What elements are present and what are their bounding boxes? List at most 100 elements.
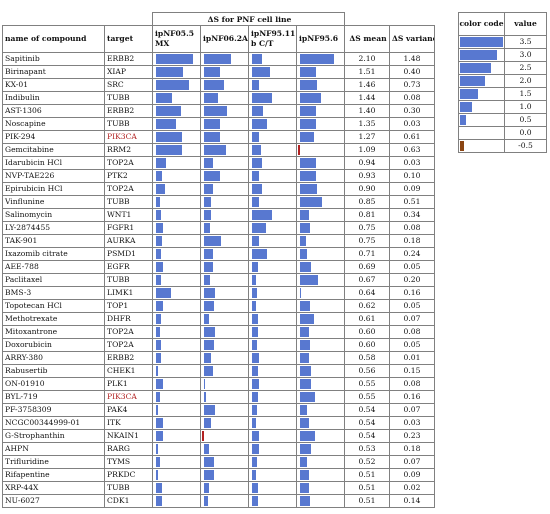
delta-s-bar-cell xyxy=(200,103,249,118)
delta-s-bar xyxy=(252,495,259,506)
table-row: Birinapant XIAP 1.51 0.40 xyxy=(2,64,435,79)
delta-s-variance: 0.30 xyxy=(389,103,435,118)
legend-value: 2.5 xyxy=(504,61,547,75)
delta-s-variance: 1.48 xyxy=(389,51,435,66)
compound-name: Doxorubicin xyxy=(2,337,105,352)
delta-s-bar xyxy=(156,53,193,64)
delta-s-bar xyxy=(300,313,314,324)
delta-s-bar xyxy=(204,209,212,220)
delta-s-bar-cell xyxy=(200,285,249,300)
delta-s-bar-cell xyxy=(248,467,297,482)
delta-s-bar xyxy=(252,404,257,415)
delta-s-variance: 0.23 xyxy=(389,428,435,443)
delta-s-bar xyxy=(252,313,259,324)
delta-s-bar-cell xyxy=(296,259,345,274)
delta-s-bar-cell xyxy=(200,129,249,144)
delta-s-bar xyxy=(156,430,164,441)
table-row: PIK-294 PIK3CA 1.27 0.61 xyxy=(2,129,435,144)
delta-s-bar-cell xyxy=(152,272,201,287)
delta-s-variance: 0.08 xyxy=(389,324,435,339)
delta-s-bar xyxy=(156,144,182,155)
target-gene: CHEK1 xyxy=(104,363,153,378)
target-gene: TYMS xyxy=(104,454,153,469)
delta-s-bar xyxy=(156,378,164,389)
delta-s-bar xyxy=(252,222,266,233)
delta-s-bar-cell xyxy=(296,311,345,326)
legend-swatch-cell xyxy=(458,61,505,75)
target-gene: FGFR1 xyxy=(104,220,153,235)
delta-s-variance: 0.08 xyxy=(389,376,435,391)
delta-s-mean: 1.44 xyxy=(344,90,390,105)
delta-s-bar xyxy=(252,144,261,155)
delta-s-bar-cell xyxy=(200,311,249,326)
delta-s-bar-cell xyxy=(248,181,297,196)
legend-swatch-cell xyxy=(458,100,505,114)
delta-s-bar-cell xyxy=(200,298,249,313)
delta-s-bar xyxy=(300,248,308,259)
delta-s-bar xyxy=(204,404,216,415)
delta-s-bar-cell xyxy=(152,376,201,391)
blank-cell xyxy=(345,13,390,26)
delta-s-bar xyxy=(204,144,227,155)
delta-s-bar-cell xyxy=(248,155,297,170)
delta-s-bar-cell xyxy=(248,441,297,456)
delta-s-bar xyxy=(156,274,161,285)
delta-s-bar-cell xyxy=(200,402,249,417)
value-header: value xyxy=(504,12,547,36)
legend-swatch-cell xyxy=(458,113,505,127)
table-row: Noscapine TUBB 1.35 0.03 xyxy=(2,116,435,131)
delta-s-bar xyxy=(204,391,207,402)
delta-s-variance: 0.07 xyxy=(389,402,435,417)
legend-row: 0.0 xyxy=(458,126,547,140)
legend-swatch-cell xyxy=(458,74,505,88)
delta-s-bar xyxy=(252,209,272,220)
delta-s-mean: 0.56 xyxy=(344,363,390,378)
delta-s-bar xyxy=(204,417,212,428)
delta-s-bar xyxy=(300,170,316,181)
delta-s-bar xyxy=(156,157,166,168)
target-gene: PTK2 xyxy=(104,168,153,183)
delta-s-bar-cell xyxy=(296,90,345,105)
delta-s-bar xyxy=(252,391,259,402)
delta-s-bar xyxy=(300,105,316,116)
legend-value: 3.5 xyxy=(504,35,547,49)
delta-s-bar xyxy=(156,339,161,350)
legend-swatch-bar xyxy=(460,50,497,60)
delta-s-bar xyxy=(300,53,335,64)
table-row: XRP-44X TUBB 0.51 0.02 xyxy=(2,480,435,495)
delta-s-bar xyxy=(252,430,260,441)
compound-name: PF-3758309 xyxy=(2,402,105,417)
delta-s-bar xyxy=(252,170,260,181)
delta-s-variance: 0.07 xyxy=(389,311,435,326)
delta-s-bar xyxy=(252,378,260,389)
mean-header: ΔS mean xyxy=(344,24,390,53)
delta-s-bar-cell xyxy=(248,194,297,209)
cell-line-header: ipNF95.6 xyxy=(296,24,345,53)
delta-s-bar xyxy=(156,66,184,77)
delta-s-bar-cell xyxy=(248,402,297,417)
delta-s-bar-cell xyxy=(200,142,249,157)
legend-swatch-bar xyxy=(460,115,467,125)
delta-s-bar xyxy=(252,417,256,428)
delta-s-bar xyxy=(204,118,220,129)
delta-s-bar-cell xyxy=(152,103,201,118)
delta-s-bar-cell xyxy=(248,311,297,326)
delta-s-bar-cell xyxy=(200,90,249,105)
legend-value: 2.0 xyxy=(504,74,547,88)
compound-name: Sapitinib xyxy=(2,51,105,66)
target-gene: TUBB xyxy=(104,480,153,495)
legend-swatch-cell xyxy=(458,87,505,101)
legend-row: 1.5 xyxy=(458,87,547,101)
delta-s-bar-cell xyxy=(296,285,345,300)
delta-s-bar-cell xyxy=(200,467,249,482)
delta-s-mean: 0.67 xyxy=(344,272,390,287)
delta-s-bar xyxy=(156,235,163,246)
delta-s-mean: 0.75 xyxy=(344,233,390,248)
delta-s-bar-cell xyxy=(200,441,249,456)
delta-s-mean: 0.71 xyxy=(344,246,390,261)
compound-name: Noscapine xyxy=(2,116,105,131)
legend-swatch-bar xyxy=(460,89,479,99)
delta-s-bar xyxy=(300,404,308,415)
delta-s-mean: 1.51 xyxy=(344,64,390,79)
delta-s-mean: 0.64 xyxy=(344,285,390,300)
